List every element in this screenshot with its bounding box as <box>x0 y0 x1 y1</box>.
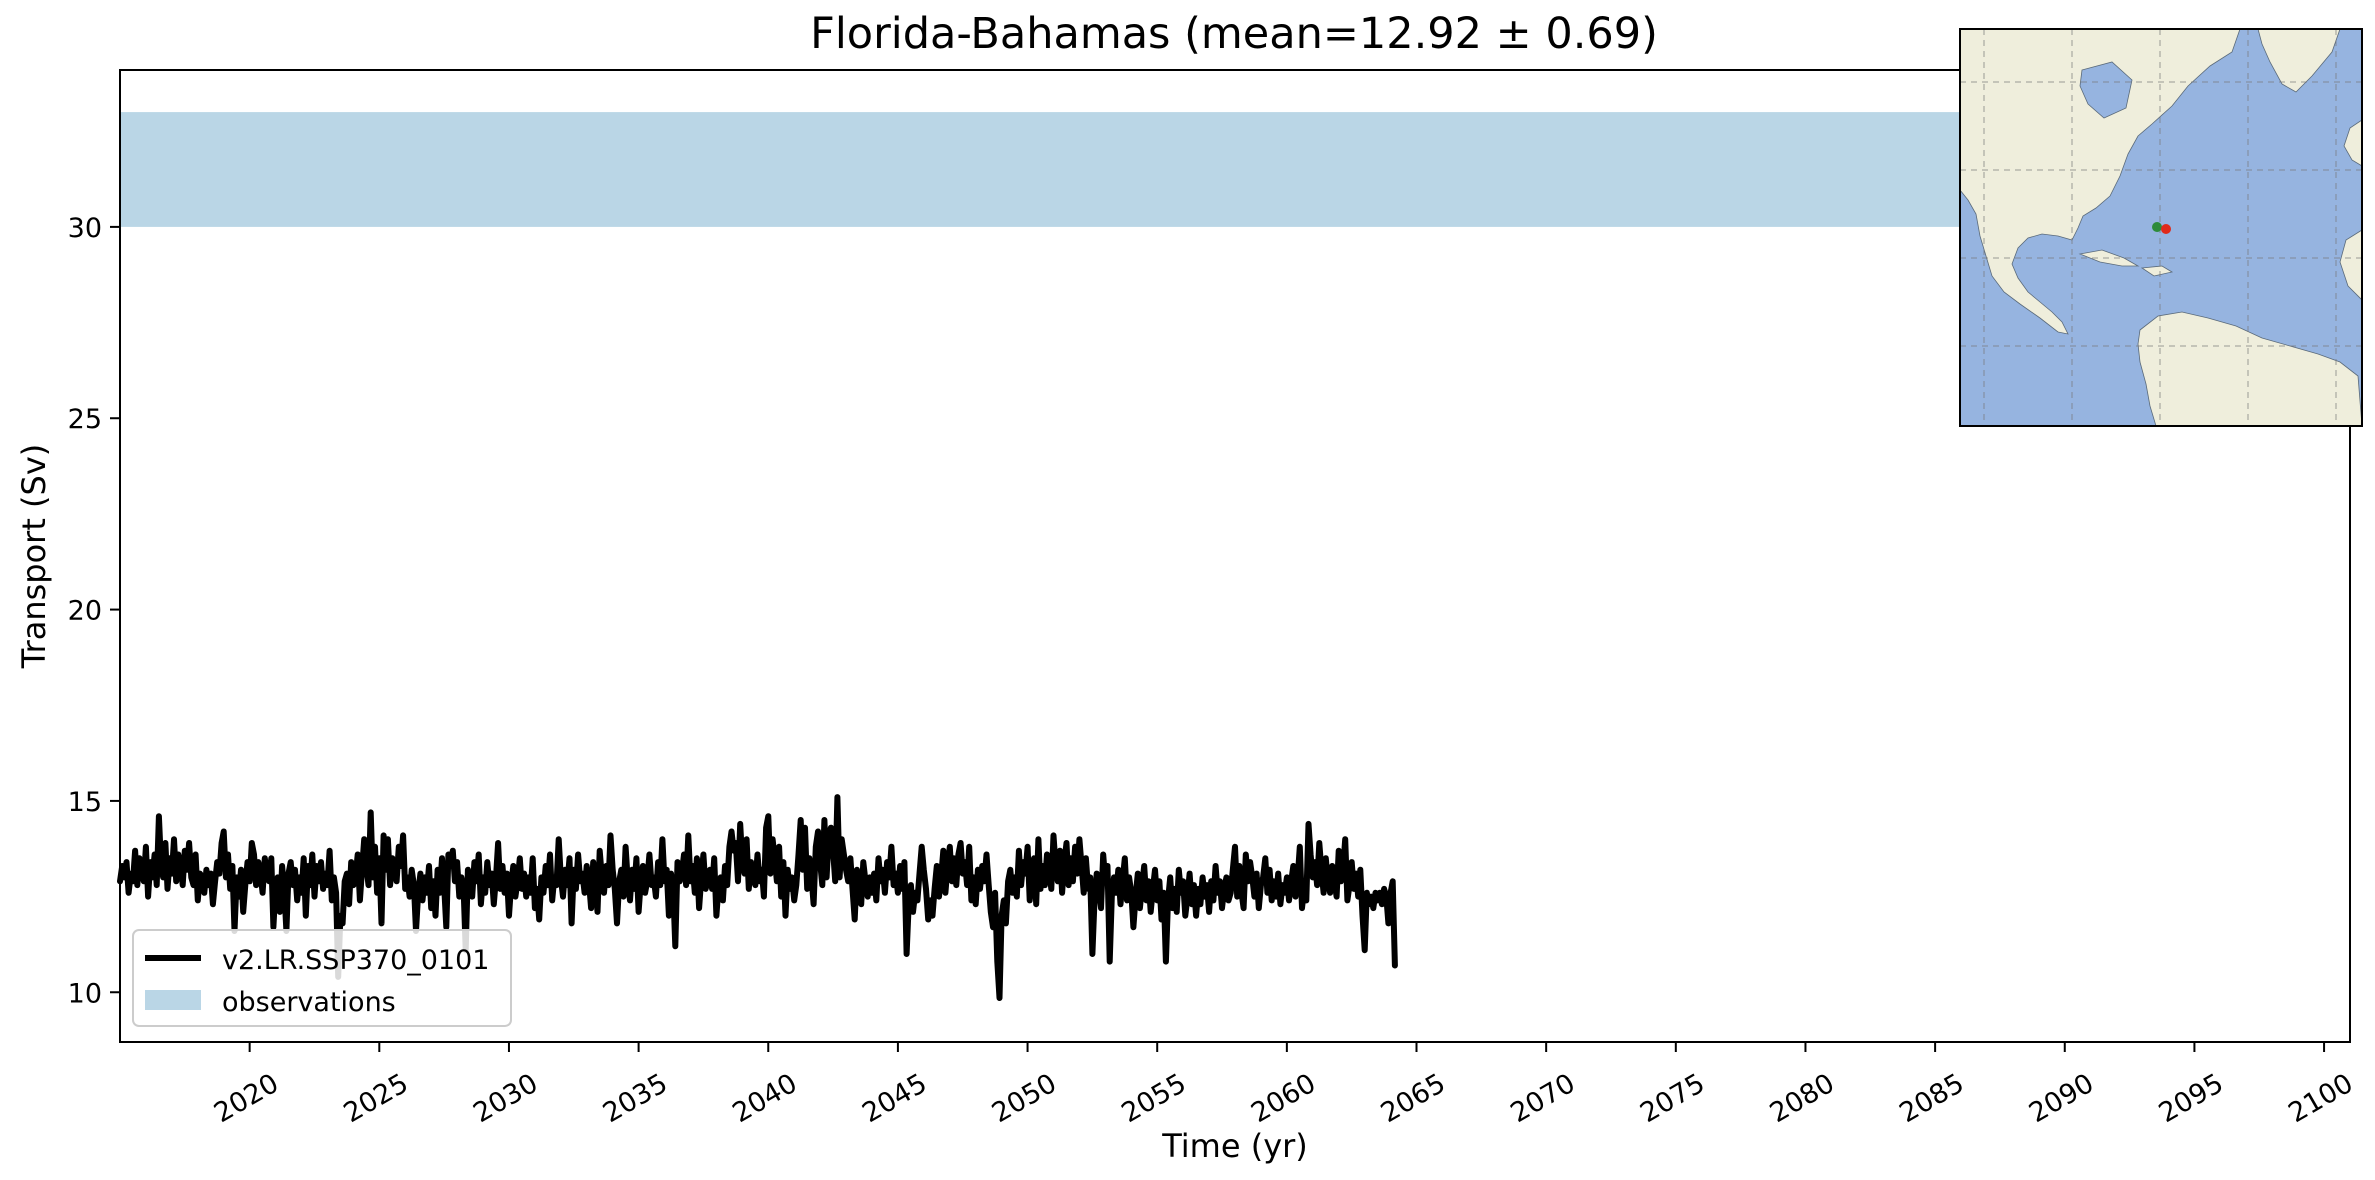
legend: v2.LR.SSP370_0101 observations <box>132 929 512 1027</box>
x-tick-label: 2070 <box>1505 1068 1580 1129</box>
map-land-western-europe <box>2343 119 2362 167</box>
chart-title: Florida-Bahamas (mean=12.92 ± 0.69) <box>810 9 1658 59</box>
map-land-hudson-bay <box>2079 61 2133 119</box>
map-land-hispaniola <box>2140 265 2174 277</box>
series-line <box>117 794 1398 1001</box>
legend-label-series: v2.LR.SSP370_0101 <box>222 945 489 976</box>
x-tick-label: 2090 <box>2024 1068 2099 1129</box>
x-tick-label: 2060 <box>1246 1068 1321 1129</box>
x-tick-label: 2100 <box>2283 1068 2358 1129</box>
x-tick-label: 2075 <box>1635 1068 1710 1129</box>
plot-frame <box>119 69 2351 1043</box>
map-land-west-africa <box>2339 229 2362 301</box>
x-tick-label: 2040 <box>728 1068 803 1129</box>
map-land-south-america <box>2137 311 2362 426</box>
x-tick-label: 2085 <box>1894 1068 1969 1129</box>
legend-label-observations: observations <box>222 987 396 1018</box>
x-tick-label: 2030 <box>468 1068 543 1129</box>
x-tick-label: 2065 <box>1376 1068 1451 1129</box>
x-tick-label: 2095 <box>2154 1068 2229 1129</box>
y-axis-label: Transport (Sv) <box>15 444 53 670</box>
y-axis: 10 15 20 25 30 <box>68 213 120 1009</box>
map-marker-florida <box>2152 222 2162 232</box>
x-tick-label: 2080 <box>1765 1068 1840 1129</box>
map-marker-bahamas <box>2161 224 2171 234</box>
y-tick-label: 25 <box>68 404 102 435</box>
y-tick-label: 15 <box>68 787 102 818</box>
legend-band-swatch <box>145 990 201 1010</box>
y-tick-label: 20 <box>68 596 102 627</box>
inset-map <box>1959 28 2363 427</box>
y-tick-label: 30 <box>68 213 102 244</box>
map-land-greenland <box>2257 29 2341 93</box>
x-tick-label: 2045 <box>857 1068 932 1129</box>
map-land-north-america <box>1960 29 2241 335</box>
y-tick-label: 10 <box>68 978 102 1009</box>
legend-box <box>132 929 512 1027</box>
x-axis: 2020 2025 2030 2035 2040 2045 2050 2055 2060 2065… <box>209 1042 2358 1129</box>
x-tick-label: 2025 <box>339 1068 414 1129</box>
x-tick-label: 2055 <box>1116 1068 1191 1129</box>
x-tick-label: 2020 <box>209 1068 284 1129</box>
inset-map-frame <box>1959 28 2363 427</box>
map-gridlines <box>1960 29 2362 426</box>
x-tick-label: 2050 <box>987 1068 1062 1129</box>
x-axis-label: Time (yr) <box>1161 1127 1308 1165</box>
x-tick-label: 2035 <box>598 1068 673 1129</box>
